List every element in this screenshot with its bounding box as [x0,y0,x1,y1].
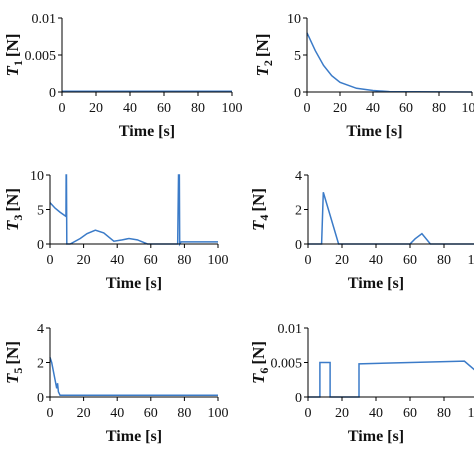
x-tick-label: 80 [177,253,191,268]
y-axis-label: T2 [N] [253,34,275,77]
y-label-unit: [N] [3,34,22,58]
y-tick-label: 4 [37,322,44,337]
x-tick-label: 60 [157,101,171,116]
y-label-unit: [N] [249,188,268,212]
y-label-subscript: 3 [11,215,25,221]
x-tick-label: 0 [305,406,312,421]
y-tick-label: 5 [37,204,44,219]
x-tick-label: 20 [335,406,349,421]
y-label-subscript: 6 [257,368,271,374]
y-axis-label: T5 [N] [3,341,25,384]
x-tick-label: 20 [89,101,103,116]
x-tick-label: 20 [335,253,349,268]
x-tick-label: 80 [437,253,451,268]
x-tick-label: 60 [403,406,417,421]
y-tick-label: 5 [294,49,301,64]
x-tick-label: 100 [208,406,229,421]
x-tick-label: 20 [77,406,91,421]
x-tick-label: 0 [47,406,54,421]
y-label-subscript: 2 [261,60,275,66]
x-tick-label: 80 [437,406,451,421]
y-label-symbol: T [3,66,22,77]
x-tick-label: 40 [110,406,124,421]
y-axis-label: T4 [N] [249,188,271,231]
y-label-symbol: T [3,220,22,231]
x-tick-label: 0 [47,253,54,268]
data-line [49,357,218,397]
x-tick-label: 100 [462,101,474,116]
y-label-symbol: T [249,373,268,384]
x-tick-label: 80 [432,101,446,116]
x-tick-label: 100 [208,253,229,268]
x-tick-label: 40 [369,406,383,421]
y-axis-label: T6 [N] [249,341,271,384]
x-tick-label: 60 [144,406,158,421]
y-tick-label: 0.005 [25,49,57,64]
y-tick-label: 10 [30,169,44,184]
x-tick-label: 40 [369,253,383,268]
y-label-unit: [N] [249,341,268,365]
y-tick-label: 0.01 [278,322,303,337]
data-line [308,192,474,245]
y-label-subscript: 5 [11,368,25,374]
x-tick-label: 0 [304,101,311,116]
x-tick-label: 80 [177,406,191,421]
y-label-unit: [N] [3,188,22,212]
y-tick-label: 4 [295,169,302,184]
y-tick-label: 0 [37,391,44,406]
x-tick-label: 20 [333,101,347,116]
data-line [49,174,218,247]
y-label-subscript: 4 [257,215,271,221]
y-tick-label: 0.01 [32,12,57,27]
y-label-symbol: T [3,373,22,384]
y-tick-label: 0 [49,86,56,101]
x-tick-label: 40 [366,101,380,116]
x-axis-label: Time [s] [348,428,404,445]
y-tick-label: 2 [37,357,44,372]
y-label-unit: [N] [253,34,272,58]
x-tick-label: 100 [222,101,243,116]
x-axis-label: Time [s] [348,275,404,292]
y-tick-label: 0 [295,391,302,406]
x-tick-label: 60 [144,253,158,268]
y-axis-label: T1 [N] [3,34,25,77]
y-tick-label: 2 [295,204,302,219]
data-line [308,360,474,398]
x-axis-label: Time [s] [119,123,175,140]
x-tick-label: 40 [110,253,124,268]
x-tick-label: 40 [123,101,137,116]
y-tick-label: 0.005 [271,357,303,372]
x-tick-label: 100 [468,253,474,268]
x-axis-label: Time [s] [106,275,162,292]
x-axis-label: Time [s] [346,123,402,140]
y-tick-label: 0 [295,238,302,253]
y-label-unit: [N] [3,341,22,365]
y-label-symbol: T [249,220,268,231]
x-tick-label: 60 [399,101,413,116]
x-tick-label: 0 [305,253,312,268]
x-tick-label: 80 [191,101,205,116]
x-tick-label: 60 [403,253,417,268]
data-line [306,32,473,93]
y-tick-label: 10 [287,12,301,27]
y-tick-label: 0 [37,238,44,253]
y-label-subscript: 1 [11,60,25,66]
y-tick-label: 0 [294,86,301,101]
x-axis-label: Time [s] [106,428,162,445]
y-axis-label: T3 [N] [3,188,25,231]
x-tick-label: 20 [77,253,91,268]
x-tick-label: 0 [59,101,66,116]
x-tick-label: 100 [468,406,474,421]
y-label-symbol: T [253,66,272,77]
